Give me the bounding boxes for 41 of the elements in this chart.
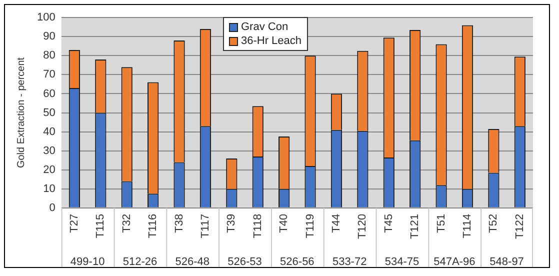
x-tick-label: T45 [382,214,395,233]
y-tick-label: 40 [43,126,56,138]
y-tick-label: 80 [43,50,56,62]
x-tick-label: T116 [147,214,160,238]
x-tick-label: T119 [304,214,316,238]
y-axis-title: Gold Extraction - percent [16,57,27,168]
legend-label: Grav Con [241,20,288,34]
y-tick-label: 60 [43,88,56,100]
x-tick-label: T117 [200,214,212,238]
text: 533-72 [332,256,367,268]
x-tick-label: T122 [514,214,526,240]
y-tick-label: 100 [36,12,56,24]
y-tick-label: 30 [43,144,56,157]
x-tick-label: T115 [94,214,107,238]
x-tick-label: T118 [252,214,264,238]
x-tick-label: T40 [278,214,290,233]
text: 526-48 [175,256,210,268]
text: 512-26 [122,256,158,268]
x-tick-label: T32 [120,214,133,233]
y-tick-label: 50 [43,106,56,119]
y-tick-label: 90 [43,30,56,43]
y-tick-label: 70 [43,68,56,81]
x-tick-label: T114 [462,214,474,238]
x-tick-label: T38 [173,214,186,233]
text: 547A-96 [434,256,476,268]
legend-label: 36-Hr Leach [241,34,302,48]
x-tick-label: T121 [409,214,422,240]
text: 534-75 [384,256,420,268]
y-tick-label: 20 [43,164,56,176]
text: 526-56 [280,256,314,268]
text: 526-53 [228,256,262,268]
x-tick-label: T39 [226,214,238,233]
x-tick-label: T27 [68,214,80,233]
text: 499-10 [70,256,105,268]
y-tick-label: 0 [49,202,56,214]
x-tick-label: T52 [488,214,500,233]
x-tick-label: T44 [330,214,343,233]
x-tick-label: T120 [356,214,369,240]
text: 548-97 [490,256,524,268]
x-tick-label: T51 [435,214,448,233]
y-tick-label: 10 [43,182,56,195]
